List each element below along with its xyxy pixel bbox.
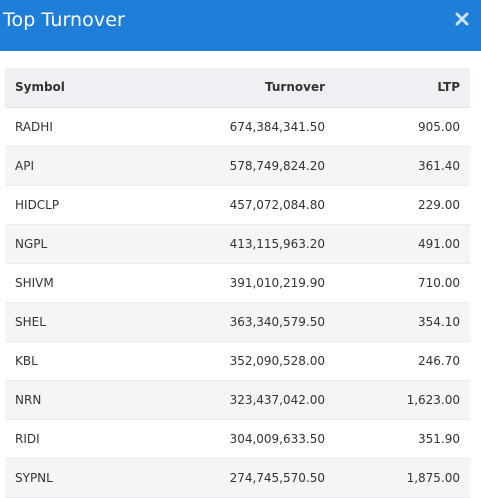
table-row[interactable]: RADHI 674,384,341.50 905.00 [5,107,470,147]
table-row[interactable]: RIDI 304,009,633.50 351.90 [5,419,470,459]
column-header-ltp[interactable]: LTP [335,68,470,108]
modal-title: Top Turnover [3,8,125,31]
table-row[interactable]: API 578,749,824.20 361.40 [5,146,470,186]
close-icon[interactable] [454,11,470,27]
symbol-cell: RIDI [5,419,155,459]
table-row[interactable]: NRN 323,437,042.00 1,623.00 [5,380,470,420]
turnover-cell: 352,090,528.00 [155,341,335,381]
turnover-cell: 578,749,824.20 [155,146,335,186]
symbol-cell: KBL [5,341,155,381]
symbol-cell: SHIVM [5,263,155,303]
table-row[interactable]: SYPNL 274,745,570.50 1,875.00 [5,458,470,498]
turnover-cell: 413,115,963.20 [155,224,335,264]
symbol-cell: NRN [5,380,155,420]
ltp-cell: 351.90 [335,419,470,459]
table-row[interactable]: SHEL 363,340,579.50 354.10 [5,302,470,342]
table-row[interactable]: KBL 352,090,528.00 246.70 [5,341,470,381]
table-row[interactable]: HIDCLP 457,072,084.80 229.00 [5,185,470,225]
table-header-row: Symbol Turnover LTP [5,68,470,108]
ltp-cell: 905.00 [335,107,470,147]
turnover-table: Symbol Turnover LTP RADHI 674,384,341.50 9… [5,68,470,498]
turnover-cell: 674,384,341.50 [155,107,335,147]
turnover-cell: 457,072,084.80 [155,185,335,225]
turnover-table-container: Symbol Turnover LTP RADHI 674,384,341.50 9… [5,68,470,498]
turnover-cell: 323,437,042.00 [155,380,335,420]
table-row[interactable]: NGPL 413,115,963.20 491.00 [5,224,470,264]
symbol-cell: NGPL [5,224,155,264]
modal-header: Top Turnover [0,0,481,51]
column-header-turnover[interactable]: Turnover [155,68,335,108]
ltp-cell: 354.10 [335,302,470,342]
ltp-cell: 710.00 [335,263,470,303]
ltp-cell: 1,623.00 [335,380,470,420]
ltp-cell: 246.70 [335,341,470,381]
ltp-cell: 491.00 [335,224,470,264]
turnover-cell: 391,010,219.90 [155,263,335,303]
symbol-cell: SYPNL [5,458,155,498]
ltp-cell: 1,875.00 [335,458,470,498]
ltp-cell: 229.00 [335,185,470,225]
symbol-cell: SHEL [5,302,155,342]
symbol-cell: RADHI [5,107,155,147]
ltp-cell: 361.40 [335,146,470,186]
table-row[interactable]: SHIVM 391,010,219.90 710.00 [5,263,470,303]
column-header-symbol[interactable]: Symbol [5,68,155,108]
turnover-cell: 274,745,570.50 [155,458,335,498]
turnover-cell: 304,009,633.50 [155,419,335,459]
symbol-cell: HIDCLP [5,185,155,225]
symbol-cell: API [5,146,155,186]
turnover-cell: 363,340,579.50 [155,302,335,342]
